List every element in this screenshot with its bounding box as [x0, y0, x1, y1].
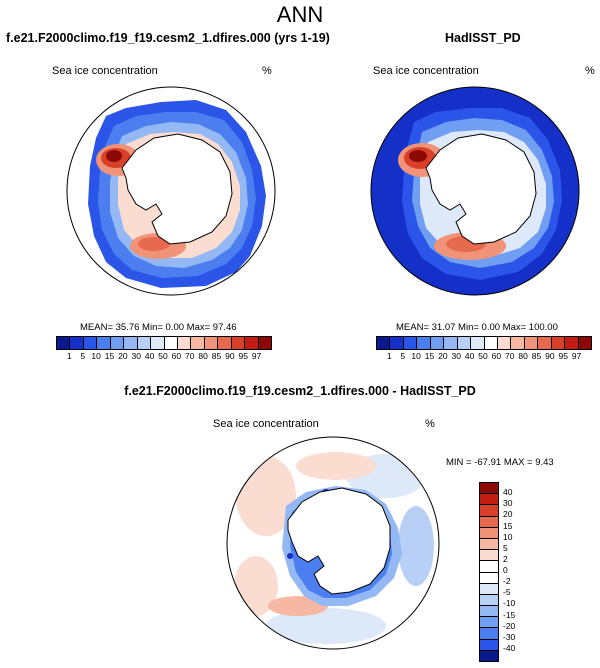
main-title: ANN: [276, 2, 324, 27]
colorbar-tick-label: 50: [478, 351, 488, 361]
colorbar-tick-label: 1: [67, 351, 72, 361]
right-panel-title: HadISST_PD: [445, 31, 521, 45]
colorbar-tick-label: 20: [438, 351, 448, 361]
colorbar-tick-label: -10: [503, 598, 516, 609]
diff-colorbar: [479, 482, 499, 662]
colorbar-tick-label: 95: [558, 351, 568, 361]
colorbar-tick-label: -15: [503, 609, 516, 620]
colorbar-tick-label: 60: [491, 351, 502, 361]
colorbar-tick-label: 30: [131, 351, 141, 361]
left-var-label: Sea ice concentration: [52, 65, 158, 77]
colorbar-tick-label: 10: [91, 351, 101, 361]
colorbar-tick-label: 70: [185, 351, 195, 361]
right-var-label: Sea ice concentration: [373, 65, 479, 77]
colorbar-tick-label: 5: [503, 542, 508, 553]
colorbar-tick-label: 10: [503, 531, 513, 542]
colorbar-tick-label: 90: [545, 351, 555, 361]
colorbar-tick-label: 30: [503, 498, 513, 509]
colorbar-tick-label: -40: [503, 642, 516, 653]
colorbar-tick-label: 30: [451, 351, 461, 361]
colorbar-tick-label: -2: [503, 576, 511, 587]
colorbar-tick-label: 15: [104, 351, 115, 361]
colorbar-tick-label: 10: [411, 351, 421, 361]
diff-polar-map: [226, 436, 440, 650]
colorbar-tick-label: 1: [387, 351, 392, 361]
colorbar-tick-label: 50: [158, 351, 168, 361]
colorbar-tick-label: 40: [503, 487, 513, 498]
left-colorbar: [56, 336, 272, 350]
colorbar-tick-label: 0: [503, 565, 508, 575]
left-units: %: [262, 65, 272, 77]
right-stats: MEAN= 31.07 Min= 0.00 Max= 100.00: [396, 322, 558, 333]
colorbar-tick-label: 60: [171, 351, 182, 361]
colorbar-tick-label: 5: [400, 351, 406, 361]
colorbar-tick-label: 95: [238, 351, 248, 361]
colorbar-tick-label: 2: [503, 553, 508, 564]
colorbar-tick-label: 97: [571, 351, 582, 361]
diff-stats: MIN = -67.91 MAX = 9.43: [446, 457, 554, 468]
colorbar-tick-label: 80: [198, 351, 208, 361]
colorbar-tick-label: 40: [144, 351, 155, 361]
diff-var-label: Sea ice concentration: [213, 418, 319, 430]
colorbar-tick-label: -5: [503, 587, 511, 598]
left-polar-map: [66, 86, 276, 296]
colorbar-tick-label: 85: [211, 351, 222, 361]
right-polar-map: [370, 86, 580, 296]
colorbar-tick-label: 5: [80, 351, 86, 361]
colorbar-tick-label: 70: [505, 351, 515, 361]
diff-panel-title: f.e21.F2000climo.f19_f19.cesm2_1.dfires.…: [124, 384, 476, 398]
left-stats: MEAN= 35.76 Min= 0.00 Max= 97.46: [80, 322, 237, 333]
colorbar-tick-label: 40: [464, 351, 475, 361]
colorbar-tick-label: 80: [518, 351, 528, 361]
colorbar-tick-label: -20: [503, 620, 516, 631]
colorbar-tick-label: 20: [118, 351, 128, 361]
colorbar-tick-label: -30: [503, 631, 516, 642]
colorbar-tick-label: 97: [251, 351, 262, 361]
colorbar-tick-label: 85: [531, 351, 542, 361]
right-colorbar-labels: 1 5 10 15 20 30 40 50 60 70 80 85 90 95 97: [376, 351, 590, 363]
right-colorbar: [376, 336, 592, 350]
right-units: %: [585, 65, 595, 77]
colorbar-tick-label: 15: [503, 520, 513, 531]
colorbar-tick-label: 90: [225, 351, 235, 361]
left-panel-title: f.e21.F2000climo.f19_f19.cesm2_1.dfires.…: [6, 31, 330, 45]
colorbar-tick-label: 20: [503, 509, 513, 520]
diff-units: %: [425, 418, 435, 430]
colorbar-tick-label: 15: [424, 351, 435, 361]
left-colorbar-labels: 1 5 10 15 20 30 40 50 60 70 80 85 90 95 97: [56, 351, 270, 363]
diff-colorbar-labels: 40 30 20 15 10 5 2 0 -2 -5 -10 -15 -20 -30 -40: [503, 482, 533, 660]
